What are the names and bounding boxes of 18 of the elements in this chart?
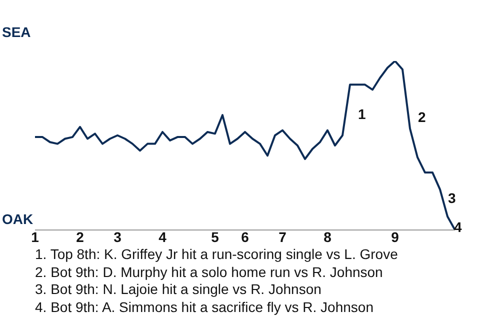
annotation: 1 [358, 106, 366, 122]
text: 3. Bot 9th: N. Lajoie hit a single vs R. Johnson [35, 281, 322, 298]
text: 1. Top 8th: K. Griffey Jr hit a run-scoring single vs L. Grove [35, 246, 398, 264]
text: 4. Bot 9th: A. Simmons hit a sacrifice fly vs R. Johnson [35, 298, 374, 316]
x-tick-label: 8 [324, 228, 332, 245]
x-tick-label: 4 [158, 228, 167, 245]
x-tick-label: 9 [391, 228, 400, 245]
x-tick-label: 7 [278, 228, 287, 245]
x-tick-label: 1 [31, 228, 40, 245]
x-tick-label: 6 [241, 228, 250, 245]
text: OAK [2, 211, 34, 227]
x-tick-label: 2 [76, 228, 84, 245]
text: 2. Bot 9th: D. Murphy hit a solo home run vs R. Johnson [35, 264, 384, 281]
annotation: 3 [448, 190, 456, 206]
text: SEA [2, 24, 31, 40]
annotation: 2 [418, 109, 426, 125]
x-tick-label: 3 [114, 228, 122, 245]
x-tick-label: 5 [211, 228, 220, 245]
